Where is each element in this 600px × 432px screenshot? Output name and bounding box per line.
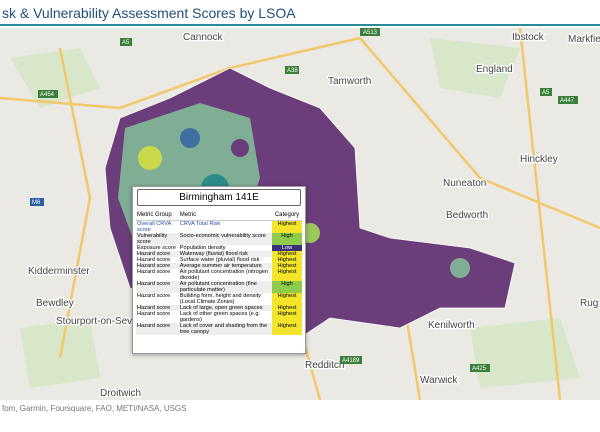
column-header: Metric bbox=[178, 210, 272, 221]
place-label: Rug bbox=[580, 298, 598, 309]
metric: Building form, height and density (Local… bbox=[179, 293, 261, 305]
category: Highest bbox=[272, 251, 302, 257]
metric: Air pollutant concentration (fine partic… bbox=[178, 281, 272, 293]
place-label: Nuneaton bbox=[443, 178, 486, 189]
category: Highest bbox=[272, 269, 302, 281]
metric-group: Hazard score bbox=[136, 251, 179, 257]
metric: Socio-economic vulnerability score bbox=[178, 233, 272, 245]
road-label: M6 bbox=[32, 200, 41, 206]
category: Highest bbox=[272, 305, 302, 311]
popup[interactable]: Birmingham 141E Metric Group Metric Cate… bbox=[132, 186, 306, 354]
table-row: Overall CRVA score CRVA Total Risk Highest bbox=[136, 220, 302, 233]
metric-group: Hazard score bbox=[136, 305, 179, 311]
header-row: Metric Group Metric Category bbox=[136, 210, 302, 221]
road-label: A513 bbox=[363, 30, 378, 36]
road-label: A38 bbox=[287, 68, 298, 74]
place-label: Kenilworth bbox=[428, 320, 475, 331]
road-label: A454 bbox=[40, 92, 55, 98]
table-row: Vulnerability score Socio-economic vulner… bbox=[136, 233, 302, 245]
table-row: Hazard score Lack of other green spaces (… bbox=[136, 311, 302, 323]
attribution: fom, Garmin, Foursquare, FAO, METI/NASA,… bbox=[2, 404, 187, 413]
metric: Waterway (fluvial) flood risk bbox=[178, 251, 272, 257]
metric-group: Overall CRVA score bbox=[137, 221, 171, 233]
table-body: Overall CRVA score CRVA Total Risk Highest… bbox=[136, 220, 302, 335]
place-label: Ibstock bbox=[512, 32, 545, 43]
metric-group: Hazard score bbox=[137, 269, 171, 275]
place-label: Bedworth bbox=[446, 210, 488, 221]
table-row: Hazard score Air pollutant concentration … bbox=[136, 281, 302, 293]
category: High bbox=[272, 281, 302, 293]
place-label: Markfield bbox=[568, 34, 600, 45]
table-row: Hazard score Surface water (pluvial) floo… bbox=[136, 257, 302, 263]
place-label: Warwick bbox=[420, 375, 458, 386]
table-row: Hazard score Air pollutant concentration … bbox=[136, 269, 302, 281]
metric-group: Hazard score bbox=[137, 311, 171, 317]
table-row: Hazard score Building form, height and de… bbox=[136, 293, 302, 305]
road-label: A447 bbox=[560, 98, 575, 104]
column-header: Metric Group bbox=[136, 210, 179, 221]
table-row: Hazard score Average summer air temperatu… bbox=[136, 263, 302, 269]
place-label: Cannock bbox=[183, 32, 223, 43]
place-label: Droitwich bbox=[100, 388, 141, 399]
category: Highest bbox=[272, 311, 302, 323]
category: High bbox=[272, 233, 302, 245]
place-label: Tamworth bbox=[328, 76, 371, 87]
road-label: A5 bbox=[542, 90, 550, 96]
place-label: Bewdley bbox=[36, 298, 74, 309]
place-label: Stourport-on-Severn bbox=[56, 316, 147, 327]
category: Highest bbox=[272, 323, 302, 335]
metric-group: Hazard score bbox=[136, 281, 179, 293]
metric: Population density bbox=[179, 245, 226, 251]
category: Highest bbox=[272, 257, 302, 263]
column-header: Category bbox=[272, 210, 302, 221]
place-label: England bbox=[476, 64, 513, 75]
metric-group: Hazard score bbox=[136, 323, 179, 335]
metric: Lack of other green spaces (e.g. gardens… bbox=[179, 311, 261, 323]
place-label: Kidderminster bbox=[28, 266, 90, 277]
table-row: Exposure score Population density Low bbox=[136, 245, 302, 251]
metric: CRVA Total Risk bbox=[179, 221, 221, 227]
metric: Lack of cover and shading from the tree … bbox=[178, 323, 272, 335]
table-row: Hazard score Waterway (fluvial) flood ris… bbox=[136, 251, 302, 257]
road-shields: A513 A5 A454 A447 A38 A4189 A425 A5 M6 bbox=[30, 28, 578, 372]
metric-group: Hazard score bbox=[136, 263, 179, 269]
metric: Air pollutant concentration (nitrogen di… bbox=[179, 269, 269, 281]
metric: Surface water (pluvial) flood risk bbox=[179, 257, 260, 263]
metric-group: Exposure score bbox=[137, 245, 176, 251]
road-label: A4189 bbox=[342, 358, 360, 364]
road-label: A5 bbox=[122, 40, 130, 46]
metric-group: Hazard score bbox=[137, 293, 171, 299]
metric-group: Vulnerability score bbox=[136, 233, 179, 245]
category: Low bbox=[272, 245, 302, 251]
metrics-table: Metric Group Metric Category Overall CRV… bbox=[136, 210, 302, 335]
metric: Lack of large, open green spaces bbox=[178, 305, 272, 311]
place-label: Hinckley bbox=[520, 154, 558, 165]
category: Highest bbox=[272, 220, 302, 233]
category: Highest bbox=[272, 263, 302, 269]
table-row: Hazard score Lack of large, open green sp… bbox=[136, 305, 302, 311]
popup-title: Birmingham 141E bbox=[137, 189, 301, 206]
road-label: A425 bbox=[472, 366, 487, 372]
metric: Average summer air temperature bbox=[178, 263, 272, 269]
table-row: Hazard score Lack of cover and shading fr… bbox=[136, 323, 302, 335]
category: Highest bbox=[272, 293, 302, 305]
metric-group: Hazard score bbox=[137, 257, 171, 263]
page-title: sk & Vulnerability Assessment Scores by … bbox=[0, 0, 600, 26]
place-label: Redditch bbox=[305, 360, 344, 371]
